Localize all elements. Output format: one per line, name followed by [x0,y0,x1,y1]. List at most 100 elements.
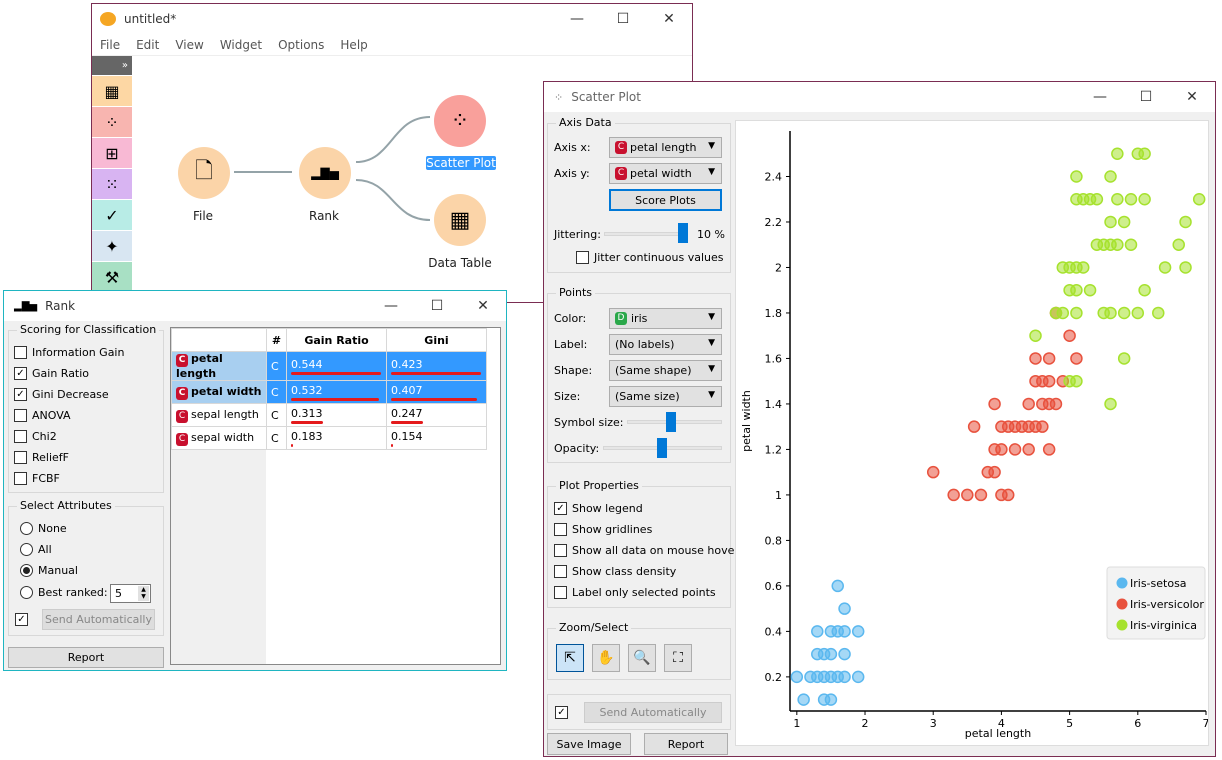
scatter-plot-icon[interactable]: ⁘ [92,107,132,138]
select-all-radio[interactable]: All [20,543,52,556]
select-best-ranked-radio[interactable]: Best ranked: [20,586,108,599]
menu-file[interactable]: File [100,37,121,52]
confusion-matrix-icon[interactable]: ✓ [92,200,132,231]
jitter-continuous-checkbox[interactable]: Jitter continuous values [576,251,723,264]
checkbox[interactable] [14,346,27,359]
send-automatically-button[interactable]: Send Automatically [42,609,155,630]
report-button[interactable]: Report [8,647,164,668]
data-table-icon[interactable]: ▦ [92,76,132,107]
symbol-size-slider-handle[interactable] [666,412,676,432]
size-combo[interactable]: (Same size) ▼ [609,386,722,407]
label-selected-checkbox[interactable]: Label only selected points [554,586,716,599]
send-automatically-button[interactable]: Send Automatically [584,702,722,723]
radio[interactable] [20,564,33,577]
checkbox[interactable] [14,472,27,485]
menu-help[interactable]: Help [340,37,368,52]
minimize-button[interactable]: — [570,11,584,27]
label-combo[interactable]: (No labels) ▼ [609,334,722,355]
scatter-plot-area[interactable]: 0.2 0.4 0.6 0.8 1 1.2 1.4 1.6 1.8 2 2.2 2.4 1 2 3 4 5 6 7 p… [735,120,1210,746]
linear-projection-icon[interactable]: ⁙ [92,169,132,200]
close-button[interactable]: ✕ [663,11,675,27]
checkbox[interactable]: ✓ [14,367,27,380]
show-gridlines-checkbox[interactable]: Show gridlines [554,523,652,536]
collapse-toolbox-button[interactable]: » [92,56,132,76]
jittering-slider[interactable] [604,232,686,236]
score-plots-button[interactable]: Score Plots [609,189,722,211]
report-button[interactable]: Report [644,733,728,755]
radio[interactable] [20,522,33,535]
shape-combo[interactable]: (Same shape) ▼ [609,360,722,381]
minimize-button[interactable]: — [1093,89,1107,105]
maximize-button[interactable]: ☐ [1139,89,1153,105]
checkbox[interactable] [554,523,567,536]
send-auto-checkbox[interactable]: ✓ [15,613,28,626]
checkbox[interactable] [576,251,589,264]
opacity-slider-handle[interactable] [657,438,667,458]
file-node[interactable]: 🗋 [178,147,230,199]
menu-edit[interactable]: Edit [136,37,160,52]
svg-text:petal length: petal length [965,727,1031,740]
spin-arrows-icon[interactable]: ▲ ▼ [138,586,149,601]
column-header-gini[interactable]: Gini [386,328,487,352]
minimize-button[interactable]: — [384,298,398,314]
distances-icon[interactable]: ✦ [92,231,132,262]
select-tool-button[interactable]: ⇱ [556,644,584,672]
svg-text:1: 1 [793,717,800,730]
scorer-chi2[interactable]: Chi2 [14,430,57,443]
scorer-fcbf[interactable]: FCBF [14,472,60,485]
checkbox[interactable] [14,451,27,464]
tree-icon[interactable]: ⊞ [92,138,132,169]
maximize-button[interactable]: ☐ [430,298,444,314]
checkbox[interactable] [14,430,27,443]
zoom-tool-button[interactable]: 🔍 [628,644,656,672]
gini-cell: 0.247 [386,403,487,427]
column-header-gain-ratio[interactable]: Gain Ratio [286,328,387,352]
close-button[interactable]: ✕ [1186,89,1198,105]
menu-widget[interactable]: Widget [219,37,263,52]
checkbox[interactable]: ✓ [554,502,567,515]
plot-properties-group: Plot Properties [547,479,731,608]
reset-zoom-button[interactable]: ⛶ [664,644,692,672]
scorer-gain-ratio[interactable]: ✓ Gain Ratio [14,367,89,380]
scorer-relieff[interactable]: ReliefF [14,451,69,464]
column-header-type[interactable]: # [266,328,287,352]
label-label: Label: [554,338,588,351]
scorer-information-gain[interactable]: Information Gain [14,346,124,359]
select-none-radio[interactable]: None [20,522,67,535]
menu-view[interactable]: View [175,37,204,52]
radio[interactable] [20,586,33,599]
svg-text:5: 5 [1066,717,1073,730]
show-all-data-checkbox[interactable]: Show all data on mouse hover [554,544,739,557]
select-manual-radio[interactable]: Manual [20,564,78,577]
maximize-button[interactable]: ☐ [616,11,630,27]
save-image-button[interactable]: Save Image [547,733,631,755]
checkbox[interactable] [554,586,567,599]
close-button[interactable]: ✕ [477,298,489,314]
data-table-node[interactable]: ▦ [434,194,486,246]
scatter-plot-node[interactable]: ⁘ [434,95,486,147]
jittering-slider-handle[interactable] [678,223,688,243]
pan-tool-button[interactable]: ✋ [592,644,620,672]
scorer-anova[interactable]: ANOVA [14,409,71,422]
send-auto-checkbox[interactable]: ✓ [555,706,568,719]
menu-options[interactable]: Options [278,37,325,52]
show-class-density-checkbox[interactable]: Show class density [554,565,676,578]
checkbox[interactable] [554,544,567,557]
checkbox[interactable]: ✓ [14,388,27,401]
radio[interactable] [20,543,33,556]
show-legend-checkbox[interactable]: ✓ Show legend [554,502,643,515]
checkbox-label: Label only selected points [572,586,716,599]
checkbox[interactable] [14,409,27,422]
svg-text:1: 1 [775,489,782,502]
scorer-gini-decrease[interactable]: ✓ Gini Decrease [14,388,109,401]
best-ranked-spinbox[interactable]: 5 ▲ ▼ [110,584,151,603]
rank-node[interactable]: ▂▇▅ [299,147,351,199]
checkbox[interactable] [554,565,567,578]
